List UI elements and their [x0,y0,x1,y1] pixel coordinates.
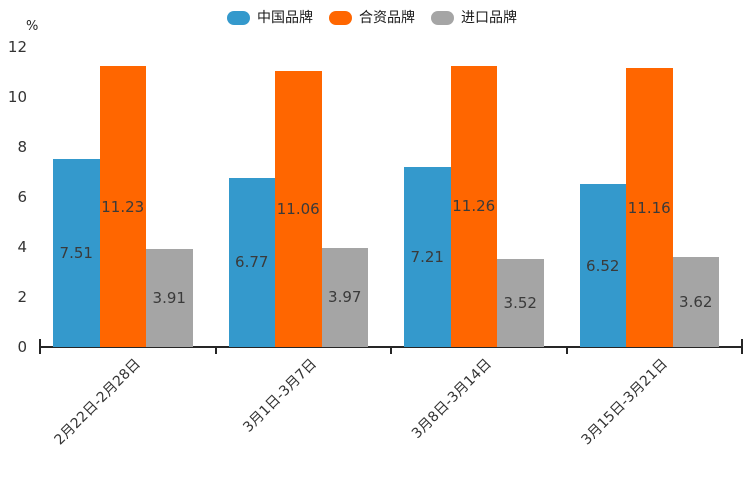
x-axis-tick [390,348,392,354]
legend-round-rect-icon [329,11,352,25]
legend-item-label: 进口品牌 [461,10,517,26]
y-axis-tick-label: 4 [17,238,27,256]
bar-series-0-cat-2 [404,166,451,347]
bar-value-label: 3.52 [503,294,537,312]
bar-series-0-cat-3 [579,184,626,347]
axis-end-nub [39,339,41,346]
y-axis-unit-label: % [26,19,39,34]
bar-series-1-cat-3 [626,68,673,347]
bar-series-0-cat-1 [228,177,275,347]
bar-value-label: 11.23 [101,197,145,216]
bar-series-0-cat-0 [53,159,100,347]
bar-value-label: 7.51 [59,244,93,263]
bar-series-2-cat-3 [672,256,719,347]
x-axis-line [39,346,743,348]
legend-item-label: 中国品牌 [257,10,313,26]
bar-series-1-cat-2 [450,65,497,347]
x-axis-category-label: 3月15日-3月21日 [578,356,671,449]
x-axis-tick [741,348,743,354]
bar-series-2-cat-1 [321,247,368,347]
bar-value-label: 3.91 [152,289,186,308]
bar-series-1-cat-1 [275,70,322,347]
bar-series-2-cat-2 [497,259,544,347]
y-axis-tick-label: 10 [7,88,27,106]
bar-value-label: 3.97 [328,288,362,307]
x-axis-tick [39,348,41,354]
y-axis-tick-label: 0 [17,338,27,356]
bar-value-label: 6.52 [586,256,620,275]
legend-item-label: 合资品牌 [359,10,415,26]
x-axis-tick [214,348,217,354]
bar-value-label: 11.26 [452,197,496,216]
bar-value-label: 3.62 [679,292,713,311]
bar-value-label: 11.06 [276,199,320,218]
y-axis-tick-label: 8 [17,138,27,156]
y-axis-tick-label: 12 [7,38,27,56]
axis-end-nub [741,339,743,346]
legend-round-rect-icon [431,11,454,25]
x-axis-category-label: 3月8日-3月14日 [409,356,496,442]
y-axis-tick-label: 6 [17,188,27,206]
legend-round-rect-icon [227,11,250,25]
y-axis-tick-label: 2 [17,288,27,306]
bar-value-label: 6.77 [235,253,269,272]
legend-item-1[interactable]: 合资品牌 [329,10,415,26]
legend-item-0[interactable]: 中国品牌 [227,10,313,26]
x-axis-category-label: 2月22日-2月28日 [51,356,145,449]
legend-item-2[interactable]: 进口品牌 [431,10,517,26]
x-axis-category-label: 3月1日-3月7日 [239,356,320,436]
x-axis-tick [565,348,568,354]
chart-legend: 中国品牌 合资品牌 进口品牌 [227,10,517,26]
bar-series-2-cat-0 [146,249,193,347]
bar-value-label: 7.21 [410,247,444,266]
bar-series-1-cat-0 [99,66,146,347]
bar-value-label: 11.16 [627,198,671,217]
